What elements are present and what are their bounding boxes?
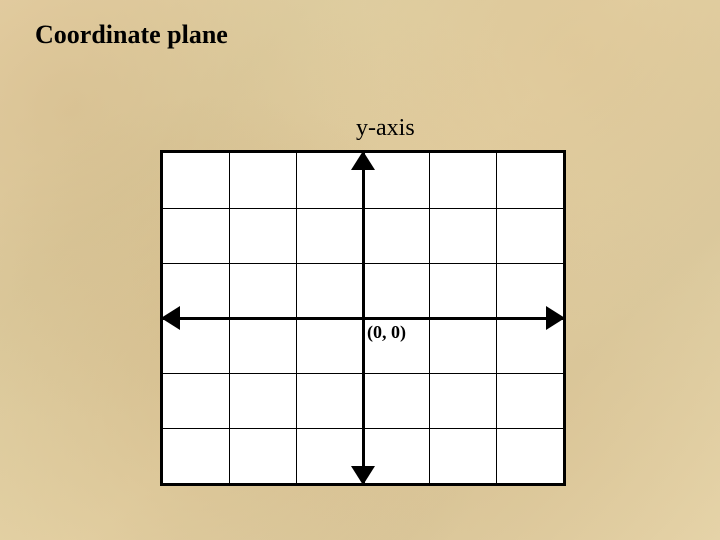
arrow-right-icon — [546, 306, 565, 330]
arrow-up-icon — [351, 151, 375, 170]
grid-box: (0, 0) — [160, 150, 566, 486]
arrow-down-icon — [351, 466, 375, 485]
origin-label: (0, 0) — [367, 322, 406, 343]
y-axis — [362, 153, 365, 483]
page-title: Coordinate plane — [35, 20, 228, 50]
coordinate-grid: (0, 0) — [160, 150, 566, 486]
arrow-left-icon — [161, 306, 180, 330]
y-axis-label: y-axis — [356, 115, 415, 142]
